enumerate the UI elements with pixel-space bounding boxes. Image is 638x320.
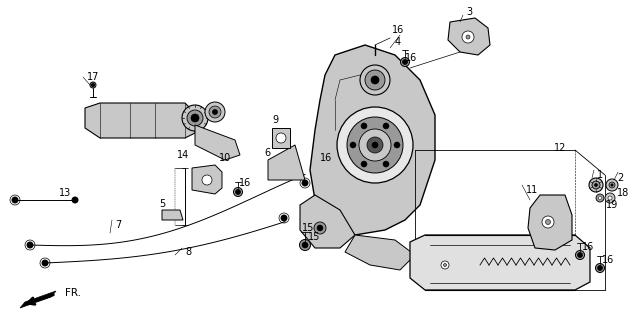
Circle shape [234, 188, 242, 196]
Text: 14: 14 [177, 150, 189, 160]
Polygon shape [310, 45, 435, 235]
Circle shape [595, 183, 598, 187]
Circle shape [545, 220, 551, 225]
Polygon shape [300, 195, 355, 248]
Text: 18: 18 [617, 188, 629, 198]
Circle shape [281, 215, 287, 221]
Circle shape [317, 225, 323, 231]
Text: FR.: FR. [65, 288, 81, 298]
Polygon shape [345, 235, 415, 270]
Text: 11: 11 [526, 185, 538, 195]
Circle shape [182, 105, 208, 131]
Circle shape [209, 106, 221, 118]
Circle shape [606, 179, 618, 191]
Circle shape [350, 142, 356, 148]
Text: 16: 16 [405, 53, 417, 63]
Text: 19: 19 [606, 200, 618, 210]
Polygon shape [20, 291, 56, 308]
Circle shape [299, 239, 311, 251]
Text: 6: 6 [264, 148, 270, 158]
Circle shape [360, 65, 390, 95]
Text: 12: 12 [554, 143, 566, 153]
Text: 17: 17 [87, 72, 99, 82]
Polygon shape [272, 128, 290, 148]
Circle shape [577, 252, 582, 258]
Circle shape [347, 117, 403, 173]
Circle shape [443, 263, 447, 267]
Text: 16: 16 [392, 25, 404, 35]
Circle shape [205, 102, 225, 122]
Text: 10: 10 [219, 153, 231, 163]
Circle shape [592, 181, 600, 189]
Circle shape [598, 196, 602, 199]
Circle shape [12, 197, 18, 203]
Circle shape [202, 175, 212, 185]
Polygon shape [192, 165, 222, 194]
Text: 15: 15 [302, 223, 314, 233]
Polygon shape [268, 145, 305, 180]
Text: 16: 16 [320, 153, 332, 163]
Circle shape [365, 70, 385, 90]
Text: 1: 1 [597, 170, 603, 180]
Circle shape [542, 216, 554, 228]
Text: 15: 15 [308, 232, 320, 242]
Text: 4: 4 [395, 37, 401, 47]
Circle shape [611, 184, 613, 186]
Polygon shape [410, 235, 590, 290]
Circle shape [191, 114, 199, 122]
Circle shape [313, 161, 322, 170]
Circle shape [276, 133, 286, 143]
Circle shape [383, 123, 389, 129]
Circle shape [371, 76, 379, 84]
Polygon shape [162, 210, 183, 220]
Circle shape [302, 242, 308, 248]
Circle shape [462, 31, 474, 43]
Text: 16: 16 [602, 255, 614, 265]
Circle shape [403, 60, 408, 65]
Circle shape [91, 84, 94, 86]
Text: 9: 9 [272, 115, 278, 125]
Circle shape [316, 163, 320, 167]
Circle shape [187, 110, 203, 126]
Circle shape [394, 142, 400, 148]
Circle shape [367, 137, 383, 153]
Circle shape [608, 196, 612, 200]
Circle shape [337, 107, 413, 183]
Circle shape [359, 129, 391, 161]
Circle shape [372, 142, 378, 148]
Circle shape [441, 261, 449, 269]
Text: 7: 7 [115, 220, 121, 230]
Circle shape [598, 266, 602, 270]
Circle shape [314, 222, 326, 234]
Circle shape [401, 58, 410, 67]
Text: 16: 16 [582, 242, 594, 252]
Circle shape [90, 82, 96, 88]
Circle shape [605, 193, 615, 203]
Circle shape [589, 178, 603, 192]
Circle shape [72, 197, 78, 203]
Polygon shape [85, 103, 195, 138]
Circle shape [361, 123, 367, 129]
Text: 8: 8 [185, 247, 191, 257]
Circle shape [575, 251, 584, 260]
Circle shape [596, 194, 604, 202]
Text: 5: 5 [159, 199, 165, 209]
Circle shape [212, 109, 218, 115]
Circle shape [27, 242, 33, 248]
Text: 13: 13 [59, 188, 71, 198]
Circle shape [361, 161, 367, 167]
Circle shape [302, 180, 308, 186]
Text: 3: 3 [466, 7, 472, 17]
Circle shape [383, 161, 389, 167]
Polygon shape [528, 195, 572, 250]
Circle shape [466, 35, 470, 39]
Circle shape [609, 182, 615, 188]
Circle shape [595, 263, 604, 273]
Text: 2: 2 [617, 173, 623, 183]
Circle shape [42, 260, 48, 266]
Polygon shape [195, 125, 240, 160]
Circle shape [235, 189, 241, 195]
Text: 16: 16 [239, 178, 251, 188]
Polygon shape [448, 18, 490, 55]
